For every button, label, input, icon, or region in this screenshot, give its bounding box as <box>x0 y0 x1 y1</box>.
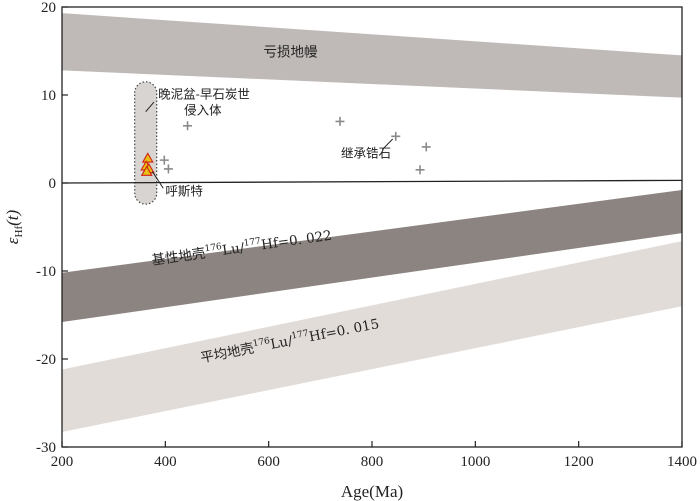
y-tick-label: 20 <box>41 0 56 16</box>
band-2 <box>62 190 682 323</box>
band-label-mid: Lu/ <box>221 240 246 259</box>
x-tick-label: 600 <box>257 454 280 470</box>
inherited-zircon-point <box>159 155 169 165</box>
inherited-zircon-point <box>163 164 173 174</box>
x-tick-label: 200 <box>51 454 74 470</box>
x-tick-label: 1200 <box>564 454 594 470</box>
inherited-zircon-point <box>421 142 431 152</box>
band-label-superscript: 176 <box>204 242 223 254</box>
inherited-zircon-point <box>415 165 425 175</box>
annotation-line-2: 侵入体 <box>184 103 222 118</box>
annotation-leader-line <box>145 101 155 113</box>
annotation-label: 呼斯特 <box>165 183 203 198</box>
x-tick-label: 1400 <box>667 454 697 470</box>
intrusion-field <box>134 81 158 205</box>
y-axis-title-subscript: Hf <box>13 226 25 238</box>
points-layer <box>140 116 431 176</box>
y-tick-label: -10 <box>36 264 56 280</box>
zero-reference-line <box>61 179 683 184</box>
annotation-intrusion-label: 晚泥盆-早石炭世侵入体 <box>158 87 250 118</box>
band-1 <box>62 13 682 98</box>
inherited-zircon-point <box>183 121 193 131</box>
band-label-superscript: 176 <box>252 336 271 349</box>
x-axis-title: Age(Ma) <box>341 482 403 501</box>
zero-line-layer <box>61 179 683 184</box>
x-tick-label: 800 <box>361 454 384 470</box>
annotation-leader-line <box>381 138 394 150</box>
inherited-zircon-point <box>391 131 401 141</box>
x-tick-label: 1000 <box>460 454 490 470</box>
annotation-leader-line <box>151 171 164 189</box>
band-label-mid: Lu/ <box>269 333 294 353</box>
husite-point <box>140 165 153 176</box>
annotation-label: 继承锆石 <box>341 145 391 160</box>
annotation-line-1: 晚泥盆-早石炭世 <box>158 87 250 102</box>
y-axis-title: εHf(t) <box>3 209 25 244</box>
inherited-zircon-point <box>335 116 345 126</box>
y-tick-label: 10 <box>41 88 56 104</box>
y-tick-label: -30 <box>36 440 56 456</box>
axes-layer: 200 400 600 800 1000 1200 1400 20 10 0 -10 -20 -30 Ag… <box>3 0 697 501</box>
band-label-1: 亏损地幔 <box>264 44 318 60</box>
band-label-superscript: 177 <box>291 329 310 342</box>
y-tick-label: 0 <box>49 176 57 192</box>
x-tick-label: 400 <box>154 454 177 470</box>
region-layer <box>134 81 158 205</box>
y-tick-label: -20 <box>36 352 56 368</box>
band-label-superscript: 177 <box>243 237 262 249</box>
y-axis-title-epsilon: ε <box>3 237 22 244</box>
band-3 <box>62 241 682 433</box>
husite-point <box>141 152 154 163</box>
y-axis-title-suffix: (t) <box>3 209 22 225</box>
